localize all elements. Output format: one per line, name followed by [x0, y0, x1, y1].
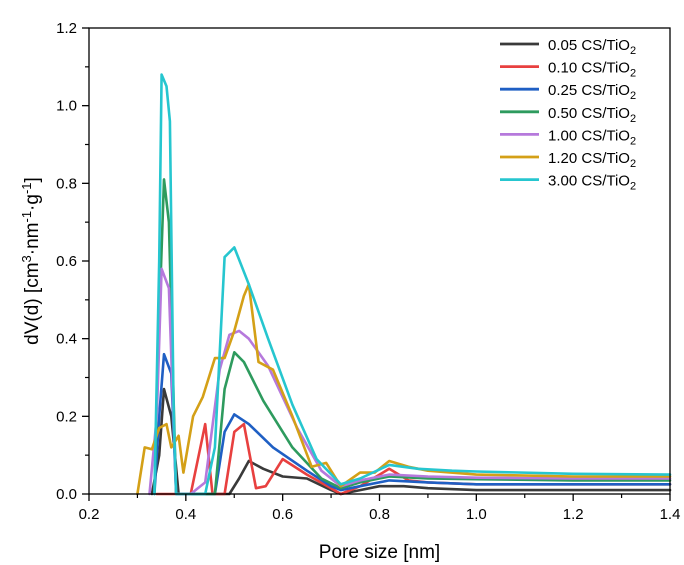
x-tick-label: 0.6	[272, 506, 293, 523]
y-tick-label: 1.2	[56, 20, 77, 37]
legend-label-2: 0.25 CS/TiO2	[548, 82, 636, 102]
legend-label-5: 1.20 CS/TiO2	[548, 150, 636, 170]
y-tick-label: 1.0	[56, 98, 77, 115]
x-tick-label: 1.0	[466, 506, 487, 523]
legend-label-3: 0.50 CS/TiO2	[548, 105, 636, 125]
x-tick-label: 0.2	[79, 506, 100, 523]
x-axis-title: Pore size [nm]	[319, 542, 440, 563]
series-line-3	[153, 178, 672, 496]
x-tick-label: 0.4	[175, 506, 196, 523]
y-tick-label: 0.0	[56, 486, 77, 503]
plot-lines	[136, 73, 672, 496]
y-tick-label: 0.4	[56, 331, 77, 348]
y-tick-label: 0.8	[56, 175, 77, 192]
x-tick-label: 1.4	[660, 506, 681, 523]
x-tick-label: 0.8	[369, 506, 390, 523]
x-tick-label: 1.2	[563, 506, 584, 523]
series-line-4	[148, 267, 672, 496]
legend-label-1: 0.10 CS/TiO2	[548, 60, 636, 80]
y-tick-label: 0.2	[56, 408, 77, 425]
legend-label-4: 1.00 CS/TiO2	[548, 127, 636, 147]
legend-label-0: 0.05 CS/TiO2	[548, 37, 636, 57]
y-axis-title: dV(d) [cm3·nm-1·g-1]	[19, 177, 43, 345]
legend-label-6: 3.00 CS/TiO2	[548, 173, 636, 193]
series-line-6	[153, 73, 672, 496]
axes: 0.2 0.4 0.6 0.8 1.0 1.2 1.40.00.20.40.60.81.01…	[56, 20, 680, 523]
y-tick-label: 0.6	[56, 253, 77, 270]
